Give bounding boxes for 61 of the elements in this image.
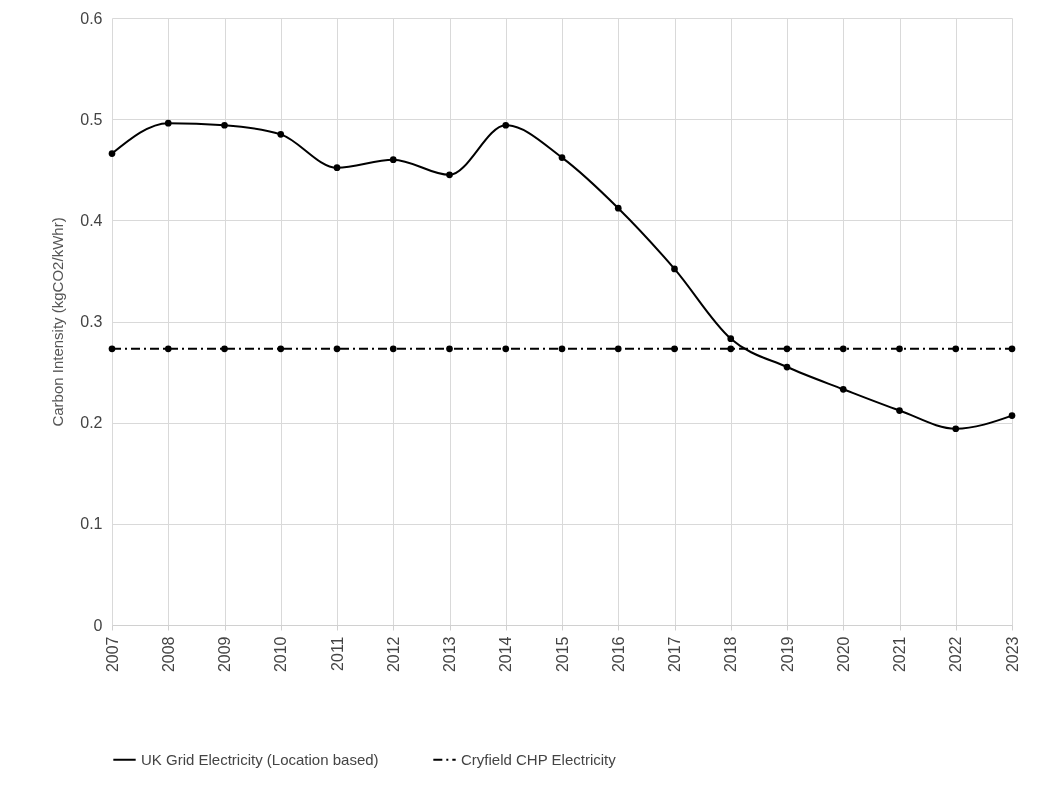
- point: [727, 345, 735, 353]
- x-tick-label: 2011: [328, 636, 346, 671]
- y-tick-label: 0.6: [80, 9, 103, 27]
- point: [502, 345, 510, 353]
- point: [671, 265, 678, 273]
- point: [783, 345, 791, 353]
- x-tick-label: 2012: [384, 636, 402, 673]
- point: [896, 345, 903, 353]
- point: [108, 345, 116, 353]
- point: [502, 121, 510, 129]
- point: [783, 363, 791, 371]
- point: [221, 345, 228, 353]
- point: [671, 345, 678, 353]
- point: [727, 335, 735, 343]
- x-tick-label: 2007: [103, 636, 121, 673]
- point: [614, 345, 622, 353]
- x-tick-label: 2018: [722, 636, 740, 673]
- point: [164, 345, 172, 353]
- x-tick-label: 2022: [947, 636, 965, 673]
- point: [614, 204, 622, 212]
- point: [108, 150, 116, 157]
- point: [389, 345, 397, 353]
- y-axis-title: Carbon Intensity (kgCO2/kWhr): [49, 217, 67, 427]
- x-tick-label: 2021: [891, 636, 908, 673]
- y-tick-label: 0.1: [80, 515, 103, 533]
- x-tick-label: 2023: [1003, 636, 1021, 673]
- x-tick-label: 2013: [441, 636, 458, 673]
- y-tick-label: 0.4: [80, 211, 103, 229]
- point: [558, 154, 566, 161]
- x-tick-label: 2016: [609, 636, 627, 673]
- point: [277, 130, 285, 138]
- x-tick-label: 2014: [497, 636, 515, 673]
- point: [446, 345, 453, 353]
- point: [896, 407, 903, 414]
- point: [446, 171, 453, 179]
- point: [1008, 345, 1016, 353]
- x-tick-label: 2009: [216, 636, 233, 673]
- x-tick-label: 2019: [778, 636, 796, 673]
- x-tick-label: 2010: [272, 636, 290, 673]
- x-tick-label: 2008: [159, 636, 177, 673]
- y-tick-label: 0: [93, 616, 103, 634]
- x-tick-label: 2015: [553, 636, 571, 673]
- x-tick-label: 2020: [834, 636, 852, 673]
- point: [333, 345, 341, 353]
- point: [839, 345, 847, 353]
- point: [952, 345, 960, 353]
- legend-label: UK Grid Electricity (Location based): [141, 750, 379, 768]
- y-tick-label: 0.3: [80, 313, 103, 330]
- point: [1008, 412, 1016, 419]
- point: [164, 119, 172, 127]
- point: [389, 156, 397, 163]
- point: [558, 345, 566, 353]
- point: [952, 425, 960, 433]
- y-tick-label: 0.2: [80, 414, 103, 432]
- point: [221, 121, 228, 129]
- point: [839, 385, 847, 393]
- legend-label: Cryfield CHP Electricity: [461, 750, 617, 768]
- x-tick-label: 2017: [666, 636, 683, 673]
- point: [277, 345, 285, 353]
- point: [333, 164, 341, 172]
- y-tick-label: 0.5: [80, 110, 103, 128]
